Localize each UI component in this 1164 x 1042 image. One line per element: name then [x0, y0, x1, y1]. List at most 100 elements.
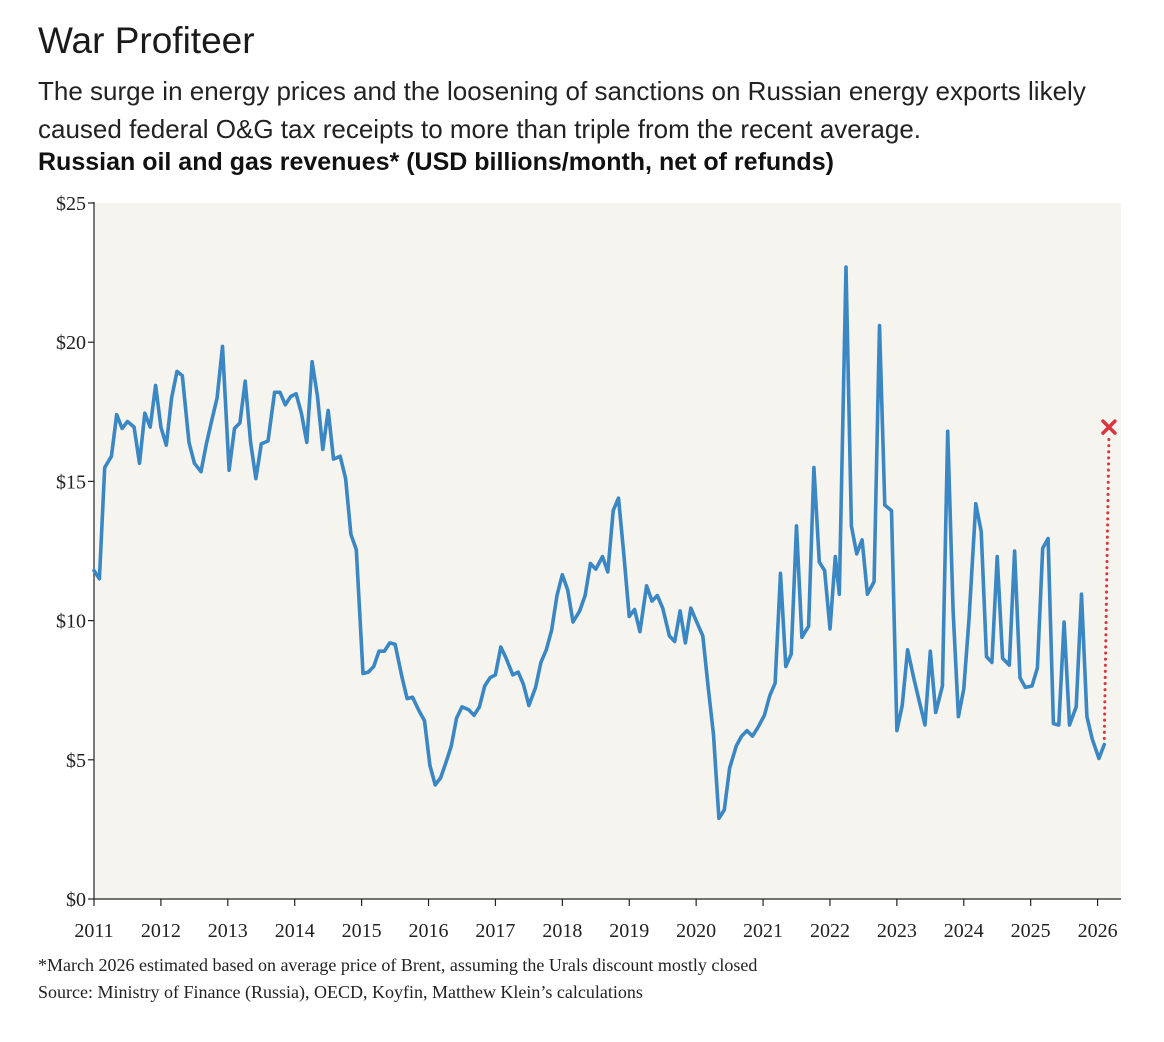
data-point: [1030, 684, 1034, 688]
data-point: [494, 673, 497, 677]
data-point: [400, 675, 403, 678]
data-point: [273, 391, 276, 394]
data-point: [1008, 663, 1011, 667]
data-point: [294, 392, 298, 395]
data-point: [266, 439, 270, 443]
data-point: [934, 711, 937, 714]
data-point: [735, 744, 738, 748]
data-point: [260, 442, 263, 445]
data-point: [205, 442, 208, 445]
x-tick-label: 2019: [609, 920, 649, 942]
y-tick-label: $0: [66, 889, 86, 911]
data-point: [823, 569, 826, 572]
data-point: [923, 723, 927, 727]
data-point: [210, 419, 213, 422]
data-point: [233, 427, 236, 430]
data-point: [890, 509, 893, 512]
data-point: [405, 697, 409, 700]
data-point: [92, 569, 96, 572]
data-point: [126, 420, 129, 423]
data-point: [460, 705, 464, 709]
data-point: [434, 783, 437, 787]
data-point: [996, 555, 999, 558]
data-point: [707, 686, 710, 689]
data-point: [444, 761, 448, 764]
estimate-dotted-connector: [1102, 433, 1111, 740]
data-point: [423, 719, 426, 722]
data-point: [957, 715, 960, 718]
data-point: [834, 555, 837, 558]
data-point: [339, 455, 342, 458]
data-point: [284, 403, 287, 406]
data-point: [578, 609, 581, 613]
data-point: [539, 661, 543, 664]
data-points: [92, 265, 1106, 820]
data-point: [550, 629, 553, 632]
data-point: [768, 694, 771, 697]
data-point: [606, 570, 609, 574]
data-point: [985, 655, 988, 658]
data-point: [571, 620, 575, 624]
data-point: [1018, 676, 1022, 679]
data-point: [534, 686, 537, 689]
data-point: [483, 684, 486, 688]
data-point: [745, 729, 749, 732]
data-point: [332, 457, 335, 461]
data-point: [855, 552, 858, 555]
x-tick-label: 2021: [743, 920, 783, 942]
data-point: [428, 764, 432, 767]
data-point: [807, 625, 810, 628]
data-point: [439, 776, 442, 780]
data-point: [838, 593, 841, 596]
data-point: [110, 455, 113, 458]
source-note: Source: Ministry of Finance (Russia), OE…: [38, 982, 643, 1002]
data-point: [860, 538, 864, 542]
x-tick-label: 2025: [1011, 920, 1051, 942]
data-point: [589, 562, 592, 565]
data-point: [1062, 620, 1066, 624]
data-point: [181, 374, 184, 377]
data-point: [967, 616, 971, 619]
data-point: [800, 636, 804, 639]
y-tick-label: $15: [56, 471, 86, 493]
chart-heading: Russian oil and gas revenues* (USD billi…: [38, 148, 834, 176]
data-point: [723, 808, 726, 812]
data-point: [678, 609, 682, 613]
data-point: [418, 709, 421, 713]
data-point: [583, 594, 587, 597]
data-point: [878, 324, 881, 327]
data-point: [1052, 722, 1055, 725]
data-point: [327, 409, 330, 412]
data-point: [305, 441, 308, 444]
data-point: [638, 630, 642, 633]
x-tick-label: 2018: [542, 920, 582, 942]
data-point: [818, 560, 821, 564]
data-point: [612, 509, 615, 512]
data-point: [103, 466, 106, 469]
data-point: [1001, 657, 1004, 660]
data-point: [866, 593, 869, 596]
data-point: [527, 704, 531, 707]
data-point: [411, 696, 414, 699]
data-point: [617, 496, 620, 500]
data-point: [913, 679, 916, 682]
data-point: [661, 606, 664, 610]
data-point: [594, 567, 597, 571]
data-point: [367, 670, 370, 674]
data-point: [740, 734, 743, 738]
data-point: [974, 502, 977, 505]
data-point: [673, 640, 676, 643]
data-point: [478, 705, 481, 709]
x-tick-label: 2024: [944, 920, 984, 942]
data-point: [1041, 547, 1044, 550]
data-point: [906, 648, 909, 651]
data-point: [850, 524, 853, 528]
x-tick-label: 2020: [676, 920, 716, 942]
x-tick-label: 2011: [74, 920, 113, 942]
x-tick-label: 2016: [409, 920, 449, 942]
y-axis-ticks: $0 $5 $10 $15 $20 $25: [56, 193, 94, 911]
data-point: [455, 716, 458, 720]
data-point: [795, 524, 798, 528]
chart-title: War Profiteer: [38, 20, 255, 61]
data-point: [316, 395, 319, 398]
